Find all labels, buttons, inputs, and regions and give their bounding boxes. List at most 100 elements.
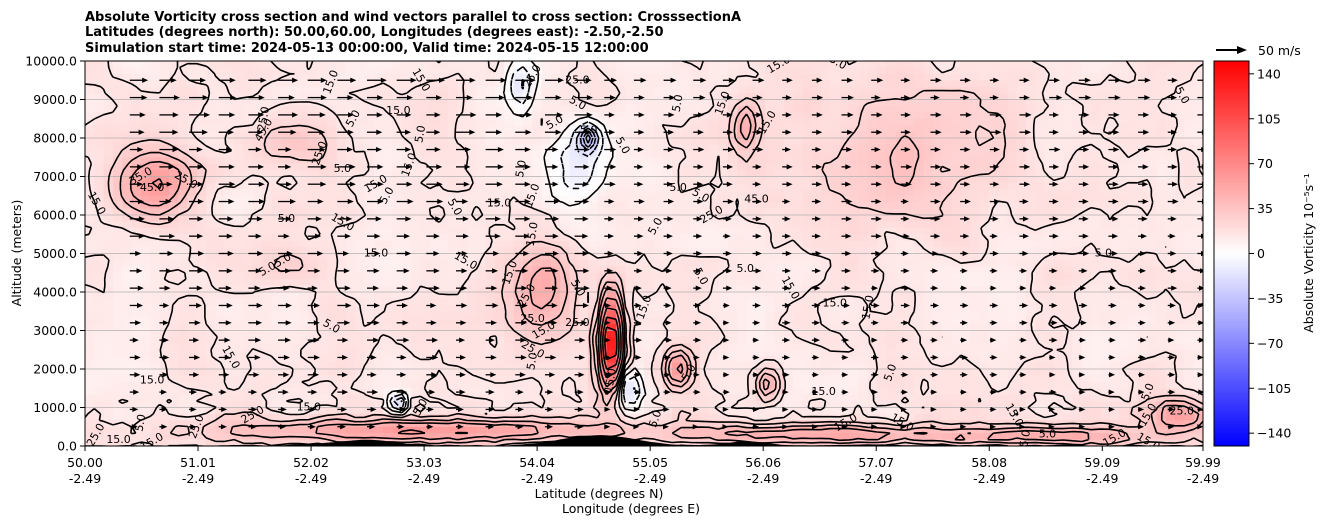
vorticity-cell [485,99,496,107]
vorticity-cell [951,285,962,293]
vorticity-cell [662,208,673,216]
vorticity-cell [504,247,515,255]
vorticity-cell [671,131,682,139]
vorticity-cell [345,292,356,300]
vorticity-cell [345,324,356,332]
vorticity-cell [671,285,682,293]
vorticity-cell [504,73,515,81]
vorticity-cell [383,298,394,306]
vorticity-cell [830,144,841,152]
vorticity-cell [439,266,449,274]
vorticity-cell [923,67,934,75]
vorticity-cell [1193,227,1203,235]
vorticity-cell [690,99,701,107]
vorticity-cell [457,182,468,190]
vorticity-cell [616,61,626,69]
vorticity-cell [923,253,934,261]
vorticity-cell [1165,298,1176,306]
vorticity-cell [234,311,244,319]
vorticity-cell [783,266,794,274]
vorticity-cell [429,202,440,210]
vorticity-cell [1184,240,1195,248]
vorticity-cell [513,176,524,184]
vorticity-cell [196,324,207,332]
vorticity-cell [1184,138,1195,146]
vorticity-cell [1109,118,1120,126]
vorticity-cell [811,170,822,178]
vorticity-cell [942,170,953,178]
vorticity-cell [830,99,841,107]
vorticity-cell [317,304,328,312]
vorticity-cell [1007,227,1018,235]
vorticity-cell [429,73,440,81]
vorticity-cell [998,131,1008,139]
vorticity-cell [606,170,617,178]
vorticity-cell [457,93,468,101]
vorticity-cell [1035,99,1046,107]
vorticity-cell [504,195,515,203]
vorticity-cell [998,189,1008,197]
vorticity-cell [345,189,356,197]
vorticity-cell [709,292,720,300]
vorticity-cell [299,259,310,267]
vorticity-cell [979,189,990,197]
vorticity-cell [206,163,217,171]
vorticity-cell [131,99,142,107]
vorticity-cell [765,208,776,216]
vorticity-cell [765,144,776,152]
vorticity-cell [1091,266,1102,274]
vorticity-cell [411,163,421,171]
vorticity-cell [550,189,561,197]
vorticity-cell [951,266,962,274]
vorticity-cell [224,311,235,319]
vorticity-cell [979,99,990,107]
vorticity-cell [373,292,384,300]
vorticity-cell [1025,144,1036,152]
vorticity-cell [1035,93,1046,101]
vorticity-cell [364,272,375,280]
vorticity-cell [150,253,161,261]
vorticity-cell [839,144,850,152]
vorticity-cell [178,279,189,287]
vorticity-cell [904,279,915,287]
vorticity-cell [1063,285,1074,293]
vorticity-cell [1100,234,1111,242]
vorticity-cell [737,221,748,229]
vorticity-cell [1147,182,1158,190]
vorticity-cell [625,189,636,197]
vorticity-cell [1175,80,1185,88]
vorticity-cell [597,272,608,280]
vorticity-cell [178,324,189,332]
vorticity-cell [1035,86,1046,94]
vorticity-cell [1128,144,1139,152]
vorticity-cell [1007,163,1018,171]
vorticity-cell [942,131,953,139]
vorticity-cell [289,208,300,216]
vorticity-cell [336,202,347,210]
vorticity-cell [280,227,291,235]
vorticity-cell [289,86,300,94]
vorticity-cell [131,170,142,178]
vorticity-cell [448,67,459,75]
vorticity-cell [998,93,1008,101]
vorticity-cell [886,86,897,94]
vorticity-cell [522,170,533,178]
vorticity-cell [411,253,421,261]
vorticity-cell [122,80,133,88]
vorticity-cell [737,80,748,88]
vorticity-cell [532,304,543,312]
vorticity-cell [1007,86,1018,94]
vorticity-cell [960,272,971,280]
vorticity-cell [504,99,515,107]
vorticity-cell [383,324,394,332]
vorticity-cell [690,176,701,184]
vorticity-cell [765,240,776,248]
vorticity-cell [830,105,841,113]
vorticity-cell [532,176,543,184]
vorticity-cell [625,99,636,107]
vorticity-cell [970,125,980,133]
vorticity-cell [671,259,682,267]
vorticity-cell [364,112,375,120]
vorticity-cell [513,99,524,107]
vorticity-cell [466,247,477,255]
